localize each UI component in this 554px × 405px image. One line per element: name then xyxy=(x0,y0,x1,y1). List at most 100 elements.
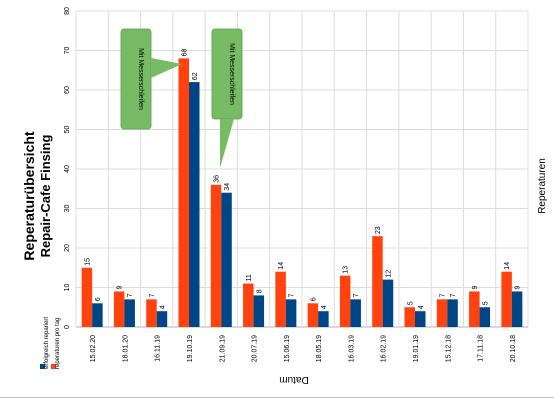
data-label-successfully-repaired: 7 xyxy=(353,293,360,297)
legend-swatch-repairs-per-day xyxy=(51,364,56,369)
data-label-repairs-per-day: 15 xyxy=(84,258,91,266)
callout-box xyxy=(120,28,152,130)
bar-repairs-per-day xyxy=(469,291,480,327)
bar-successfully-repaired xyxy=(479,307,491,327)
x-tick-label: 17.11.18 xyxy=(478,335,485,362)
data-label-successfully-repaired: 7 xyxy=(289,293,296,297)
y-tick-label: 0 xyxy=(64,325,71,329)
legend: reperaturen pro tag erfolgreich reparier… xyxy=(40,317,61,369)
x-axis-title: Datum xyxy=(279,374,308,385)
bar-repairs-per-day xyxy=(275,271,286,327)
labels-layer: 0 10 20 30 40 50 60 70 80 15 6 15.02.20 9 7 18.01.20 7 4… xyxy=(64,7,522,362)
x-tick-label: 16.03.19 xyxy=(348,335,355,362)
bar-successfully-repaired xyxy=(221,192,232,327)
data-label-successfully-repaired: 6 xyxy=(95,297,102,301)
data-label-successfully-repaired: 5 xyxy=(482,301,489,305)
bar-successfully-repaired xyxy=(415,311,426,327)
data-label-successfully-repaired: 8 xyxy=(256,289,263,293)
callout-text: Mit Messerschleifen xyxy=(228,43,235,105)
x-tick-label: 19.01.19 xyxy=(413,335,420,362)
bottom-border xyxy=(0,397,554,398)
data-label-repairs-per-day: 36 xyxy=(214,175,221,183)
bar-repairs-per-day xyxy=(178,58,189,328)
callout-pointer xyxy=(151,58,182,78)
bar-successfully-repaired xyxy=(382,279,394,327)
y-tick-label: 70 xyxy=(64,47,71,55)
data-label-successfully-repaired: 9 xyxy=(515,285,522,289)
chart-subtitle: Repair-Cafe Finsing xyxy=(38,135,53,258)
data-label-successfully-repaired: 12 xyxy=(385,270,392,278)
x-tick-label: 20.10.18 xyxy=(510,335,517,362)
data-label-successfully-repaired: 7 xyxy=(450,293,457,297)
y-tick-label: 60 xyxy=(64,86,71,94)
bar-repairs-per-day xyxy=(113,291,125,327)
data-label-successfully-repaired: 4 xyxy=(418,305,425,309)
data-label-successfully-repaired: 34 xyxy=(224,183,231,191)
data-label-repairs-per-day: 14 xyxy=(504,262,511,270)
bar-repairs-per-day xyxy=(243,283,254,327)
x-tick-label: 15.12.18 xyxy=(445,335,452,362)
data-label-repairs-per-day: 9 xyxy=(472,285,479,289)
bar-repairs-per-day xyxy=(404,307,415,327)
bar-successfully-repaired xyxy=(253,295,265,327)
y-tick-label: 10 xyxy=(64,284,71,292)
x-tick-label: 20.07.19 xyxy=(252,335,259,362)
bar-repairs-per-day xyxy=(81,267,93,327)
legend-label-repairs-per-day: reperaturen pro tag xyxy=(55,318,61,369)
data-label-repairs-per-day: 14 xyxy=(278,262,285,270)
bar-successfully-repaired xyxy=(156,311,168,327)
legend-swatch-successfully-repaired xyxy=(40,364,45,369)
bars-layer xyxy=(81,58,523,328)
bar-repairs-per-day xyxy=(210,184,222,327)
data-label-repairs-per-day: 68 xyxy=(181,49,188,57)
annotation-callout: Mit Messerschleifen xyxy=(120,28,182,130)
x-tick-label: 16.11.19 xyxy=(155,335,162,362)
legend-label-successfully-repaired: erfolgreich repariert xyxy=(44,317,50,369)
y-tick-label: 40 xyxy=(64,165,71,173)
callout-layer: Mit Messerschleifen Mit Messerschleifen xyxy=(120,28,243,168)
data-label-repairs-per-day: 23 xyxy=(375,226,382,234)
bar-repairs-per-day xyxy=(501,271,512,327)
bar-successfully-repaired xyxy=(511,291,523,327)
bar-repairs-per-day xyxy=(339,275,351,327)
x-tick-label: 16.02.19 xyxy=(381,335,388,362)
y-tick-label: 30 xyxy=(64,205,71,213)
bar-repairs-per-day xyxy=(146,299,157,327)
data-label-successfully-repaired: 4 xyxy=(321,305,328,309)
annotation-callout: Mit Messerschleifen xyxy=(211,28,243,168)
callout-text: Mit Messerschleifen xyxy=(137,48,144,110)
data-label-successfully-repaired: 62 xyxy=(192,72,199,80)
data-label-repairs-per-day: 6 xyxy=(310,297,317,301)
x-tick-label: 15.02.20 xyxy=(90,335,97,362)
data-label-repairs-per-day: 13 xyxy=(343,266,350,274)
data-label-repairs-per-day: 11 xyxy=(246,274,253,281)
bar-successfully-repaired xyxy=(318,311,329,327)
x-tick-label: 15.06.19 xyxy=(284,335,291,362)
bar-successfully-repaired xyxy=(350,299,361,327)
bar-repairs-per-day xyxy=(436,299,448,327)
data-label-successfully-repaired: 7 xyxy=(127,293,134,297)
data-label-repairs-per-day: 7 xyxy=(440,293,447,297)
y-axis-title: Reperaturen xyxy=(537,158,548,214)
x-tick-label: 18.01.20 xyxy=(122,335,129,362)
data-label-repairs-per-day: 7 xyxy=(149,293,156,297)
bar-repairs-per-day xyxy=(372,236,383,327)
y-tick-label: 50 xyxy=(64,126,71,134)
bar-successfully-repaired xyxy=(92,303,103,327)
data-label-repairs-per-day: 5 xyxy=(407,301,414,305)
bar-successfully-repaired xyxy=(124,299,135,327)
bar-successfully-repaired xyxy=(285,299,297,327)
y-tick-label: 20 xyxy=(64,244,71,252)
bar-repairs-per-day xyxy=(307,303,319,327)
x-tick-label: 18.05.19 xyxy=(316,335,323,362)
bar-successfully-repaired xyxy=(447,299,458,327)
bar-successfully-repaired xyxy=(189,82,200,327)
x-tick-label: 21.09.19 xyxy=(219,335,226,362)
chart-title: Reperaturübersicht xyxy=(21,131,37,260)
y-tick-label: 80 xyxy=(64,7,71,15)
x-tick-label: 19.10.19 xyxy=(187,335,194,362)
callout-box xyxy=(211,28,243,120)
data-label-successfully-repaired: 4 xyxy=(159,305,166,309)
